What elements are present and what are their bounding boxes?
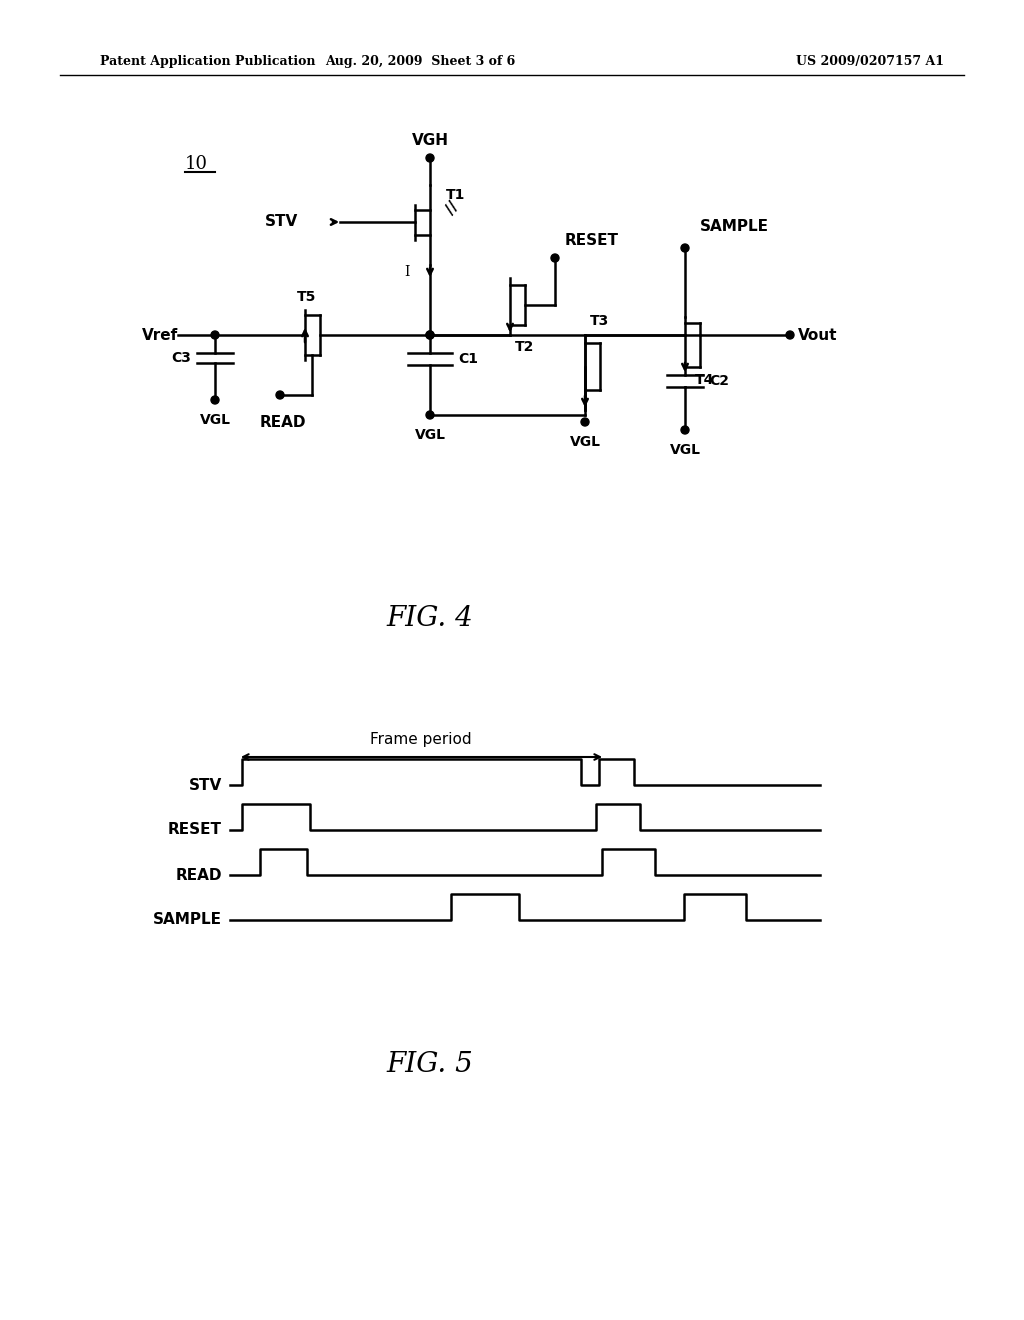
Text: C3: C3	[171, 351, 191, 366]
Circle shape	[211, 396, 219, 404]
Text: 10: 10	[185, 154, 208, 173]
Circle shape	[786, 331, 794, 339]
Text: RESET: RESET	[168, 822, 222, 837]
Text: T4: T4	[695, 374, 715, 387]
Text: FIG. 5: FIG. 5	[387, 1052, 473, 1078]
Text: Patent Application Publication: Patent Application Publication	[100, 55, 315, 69]
Text: FIG. 4: FIG. 4	[387, 605, 473, 631]
Text: VGL: VGL	[415, 428, 445, 442]
Text: Frame period: Frame period	[371, 733, 472, 747]
Circle shape	[681, 426, 689, 434]
Text: READ: READ	[175, 867, 222, 883]
Text: T1: T1	[446, 187, 465, 202]
Circle shape	[551, 253, 559, 261]
Circle shape	[681, 244, 689, 252]
Text: VGL: VGL	[200, 413, 230, 426]
Text: Vout: Vout	[798, 327, 838, 342]
Text: VGL: VGL	[569, 436, 600, 449]
Text: SAMPLE: SAMPLE	[700, 219, 769, 234]
Text: READ: READ	[260, 414, 306, 430]
Circle shape	[426, 154, 434, 162]
Text: T5: T5	[297, 290, 316, 304]
Text: T2: T2	[515, 341, 535, 354]
Circle shape	[276, 391, 284, 399]
Text: //: //	[442, 199, 462, 216]
Text: C1: C1	[458, 352, 478, 366]
Text: STV: STV	[265, 214, 298, 230]
Circle shape	[426, 331, 434, 339]
Circle shape	[426, 411, 434, 418]
Text: Aug. 20, 2009  Sheet 3 of 6: Aug. 20, 2009 Sheet 3 of 6	[325, 55, 515, 69]
Text: SAMPLE: SAMPLE	[153, 912, 222, 928]
Text: RESET: RESET	[565, 234, 618, 248]
Text: I: I	[404, 265, 410, 279]
Text: STV: STV	[188, 777, 222, 792]
Text: VGH: VGH	[412, 133, 449, 148]
Text: T3: T3	[590, 314, 609, 327]
Text: VGL: VGL	[670, 444, 700, 457]
Circle shape	[211, 331, 219, 339]
Text: US 2009/0207157 A1: US 2009/0207157 A1	[796, 55, 944, 69]
Circle shape	[426, 331, 434, 339]
Text: Vref: Vref	[141, 327, 178, 342]
Circle shape	[581, 418, 589, 426]
Text: C2: C2	[709, 374, 729, 388]
